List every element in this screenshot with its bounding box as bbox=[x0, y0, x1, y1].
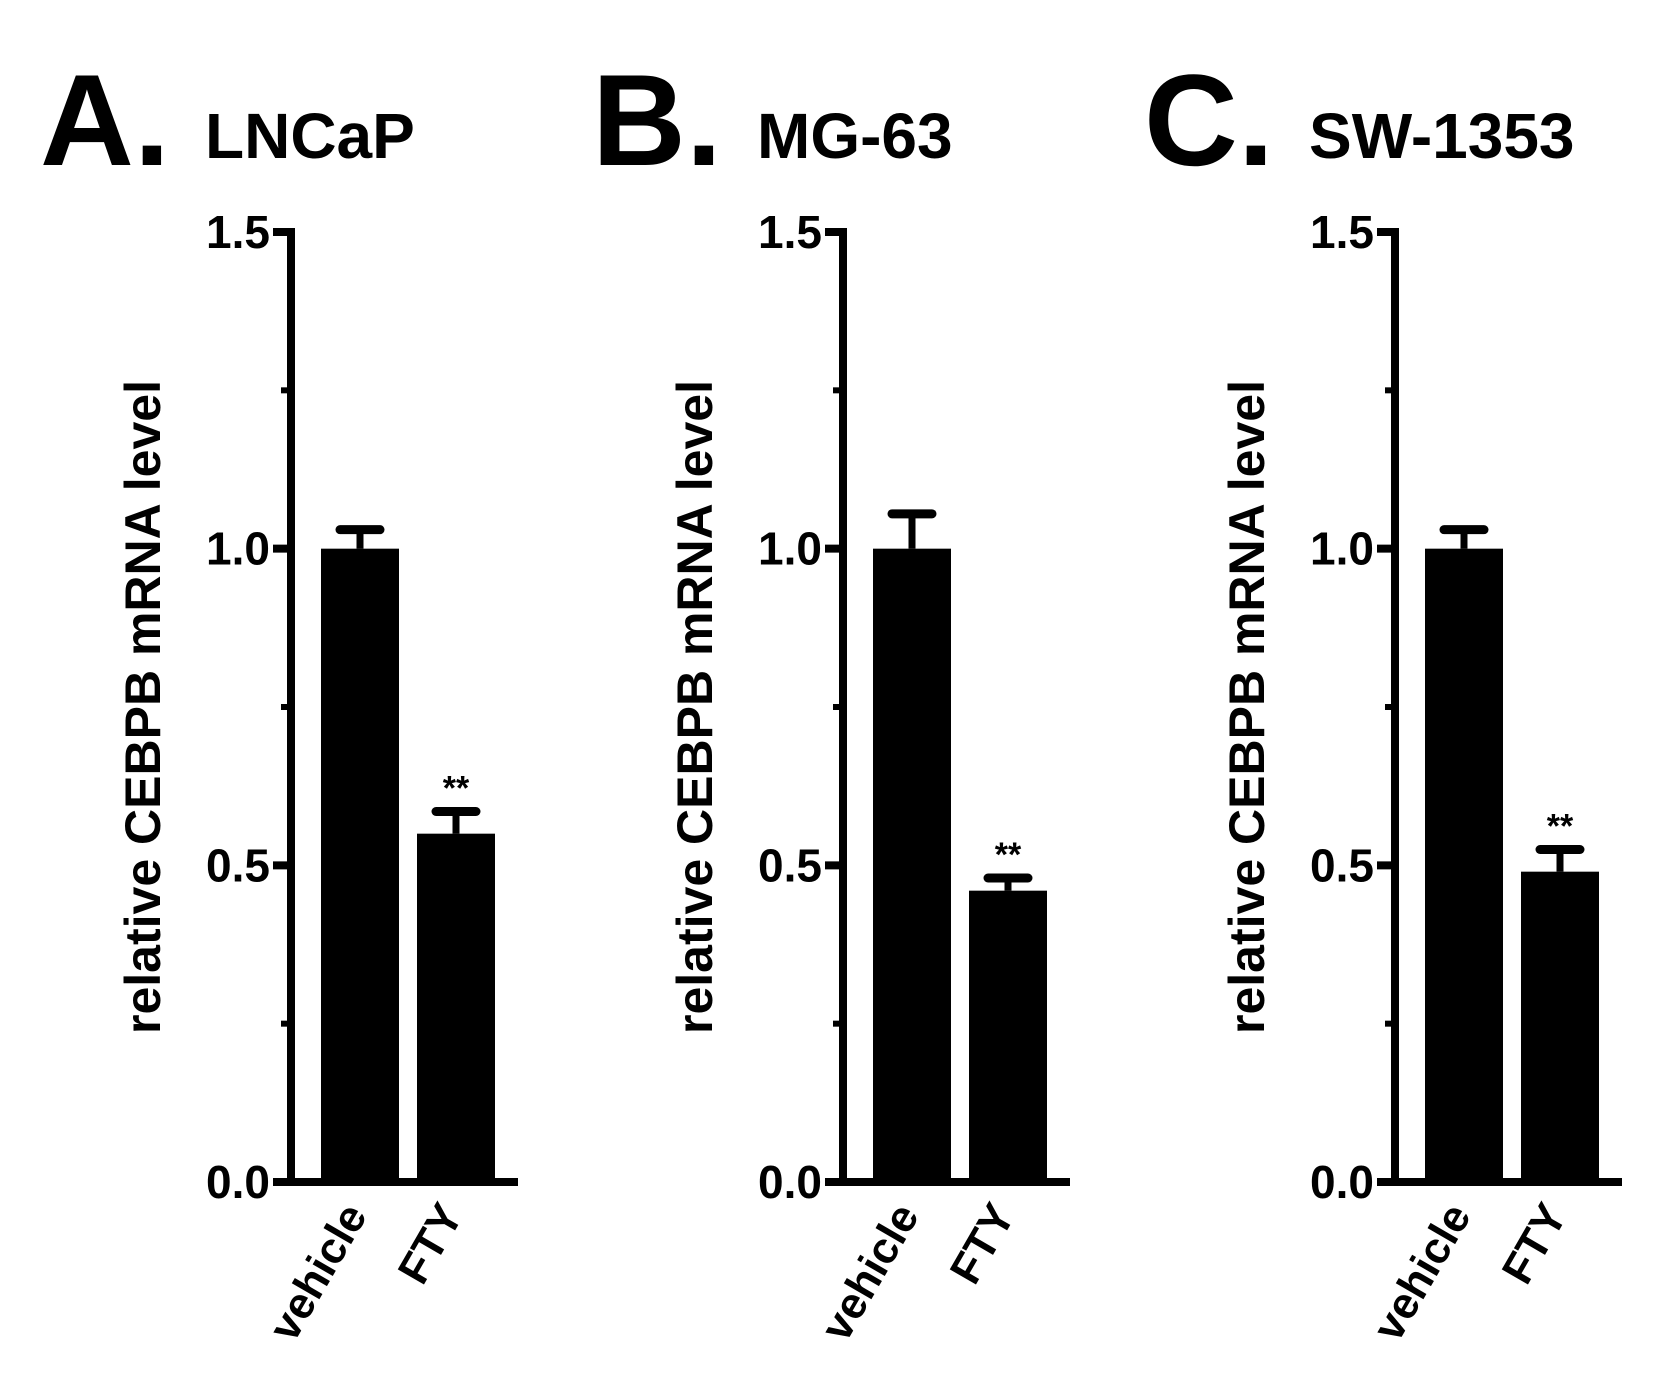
x-tick-label: FTY bbox=[389, 1196, 473, 1292]
bar-vehicle bbox=[1425, 548, 1503, 1182]
bar-fty bbox=[417, 833, 495, 1182]
y-tick-label: 1.0 bbox=[206, 523, 270, 575]
y-axis-label: relative CEBPB mRNA level bbox=[1219, 380, 1275, 1034]
panel-b: B. MG-63 relative CEBPB mRNA level vehicle *… bbox=[592, 47, 1070, 1349]
significance-marker: ** bbox=[443, 770, 470, 808]
x-tick-label: vehicle bbox=[1364, 1196, 1481, 1350]
significance-marker: ** bbox=[995, 836, 1022, 874]
y-tick-label: 0.5 bbox=[206, 839, 270, 891]
y-tick-label: 1.5 bbox=[206, 206, 270, 258]
y-tick-label: 0.5 bbox=[1310, 839, 1374, 891]
bar-fty bbox=[969, 890, 1047, 1182]
y-tick-label: 0.0 bbox=[206, 1156, 270, 1208]
y-tick-label: 1.5 bbox=[1310, 206, 1374, 258]
significance-marker: ** bbox=[1547, 808, 1574, 846]
panel-a: A. LNCaP relative CEBPB mRNA level vehicle *… bbox=[40, 47, 518, 1349]
panel-title: LNCaP bbox=[205, 100, 415, 172]
y-axis-label: relative CEBPB mRNA level bbox=[115, 380, 171, 1034]
x-tick-label: vehicle bbox=[260, 1196, 377, 1350]
panel-letter: B. bbox=[592, 47, 722, 193]
y-axis-label: relative CEBPB mRNA level bbox=[667, 380, 723, 1034]
bar-vehicle bbox=[321, 548, 399, 1182]
y-tick-label: 0.5 bbox=[758, 839, 822, 891]
y-tick-label: 0.0 bbox=[758, 1156, 822, 1208]
panel-letter: A. bbox=[40, 47, 170, 193]
panel-title: SW-1353 bbox=[1309, 100, 1575, 172]
panel-title: MG-63 bbox=[757, 100, 953, 172]
y-tick-label: 1.0 bbox=[1310, 523, 1374, 575]
x-tick-label: FTY bbox=[941, 1196, 1025, 1292]
y-tick-label: 1.0 bbox=[758, 523, 822, 575]
y-tick-label: 1.5 bbox=[758, 206, 822, 258]
panel-letter: C. bbox=[1144, 47, 1274, 193]
x-tick-label: FTY bbox=[1493, 1196, 1577, 1292]
bar-fty bbox=[1521, 871, 1599, 1182]
x-tick-label: vehicle bbox=[812, 1196, 929, 1350]
y-tick-label: 0.0 bbox=[1310, 1156, 1374, 1208]
bar-vehicle bbox=[873, 548, 951, 1182]
panel-c: C. SW-1353 relative CEBPB mRNA level vehicl… bbox=[1144, 47, 1622, 1349]
